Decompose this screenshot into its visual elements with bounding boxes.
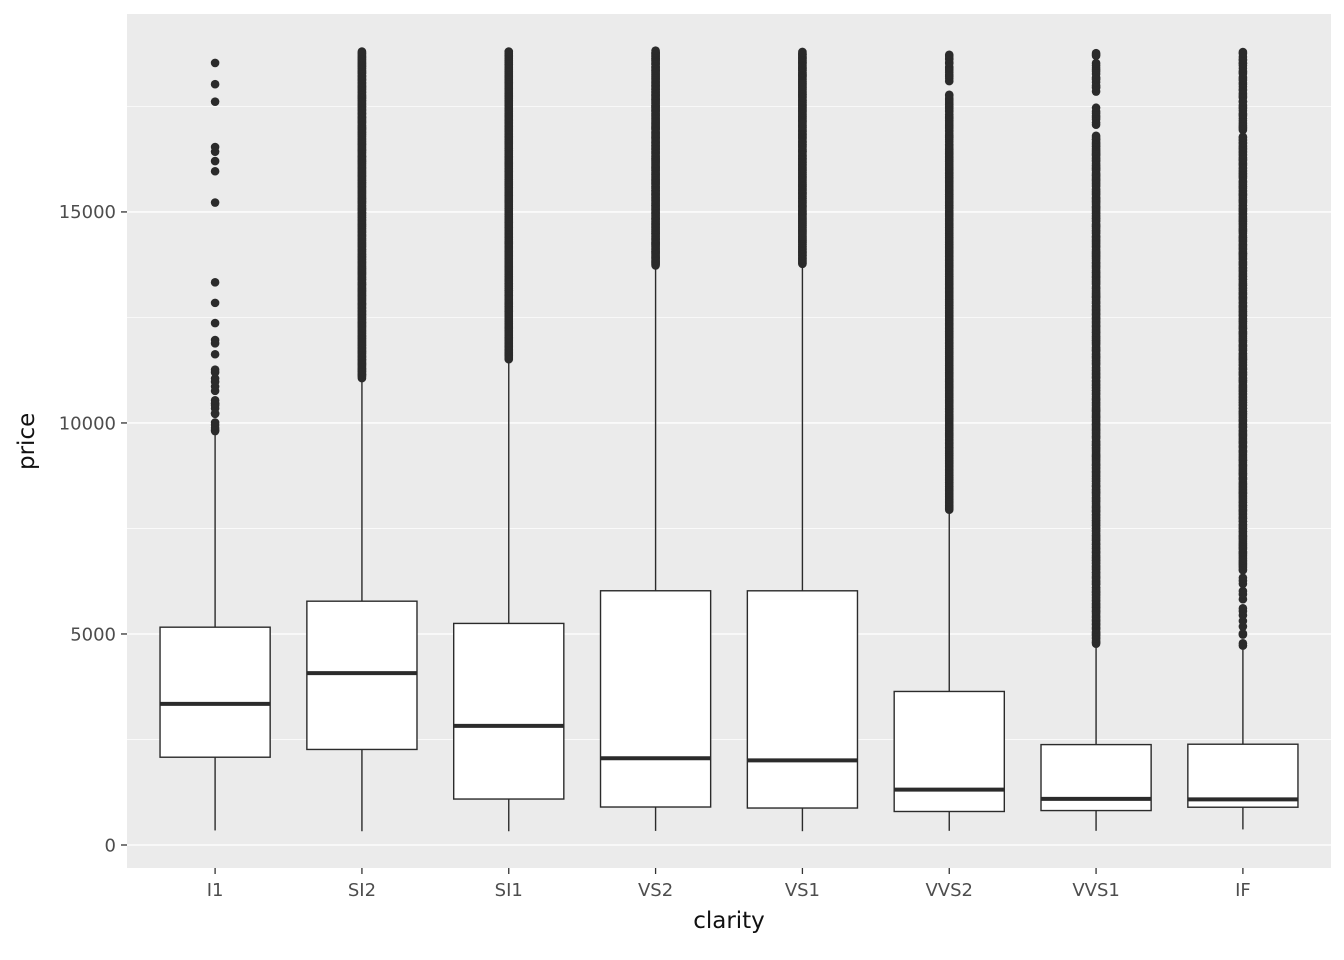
outlier-dot — [210, 278, 220, 287]
outlier-dot — [798, 47, 807, 57]
y-tick-label: 5000 — [70, 624, 116, 645]
outlier-dot — [1238, 47, 1248, 57]
x-tick-label: IF — [1235, 880, 1251, 901]
x-axis-title: clarity — [693, 908, 765, 934]
outlier-dot — [210, 335, 220, 345]
outlier-dot — [210, 97, 220, 106]
x-tick-label: VS2 — [638, 880, 673, 901]
outlier-dot — [210, 166, 220, 176]
y-tick-label: 0 — [105, 835, 116, 856]
outlier-dot — [210, 395, 220, 405]
outlier-dot — [1091, 58, 1101, 68]
box-VS2 — [599, 590, 712, 808]
outlier-dot — [210, 198, 220, 207]
outlier-dot — [1238, 629, 1248, 638]
outlier-dot — [210, 374, 220, 383]
outlier-dot — [210, 298, 220, 308]
outlier-dot — [210, 58, 220, 68]
outlier-dot — [1238, 573, 1248, 583]
outlier-dot — [504, 47, 514, 56]
outlier-dot — [1238, 603, 1248, 613]
x-tick-label: VVS2 — [925, 880, 973, 901]
box-IF — [1187, 743, 1299, 808]
outlier-dot — [210, 349, 220, 359]
y-tick-label: 10000 — [59, 413, 116, 434]
x-tick-label: SI1 — [495, 880, 523, 901]
box-SI1 — [452, 622, 565, 800]
outlier-dot — [1091, 103, 1101, 113]
box-I1 — [159, 626, 271, 758]
outlier-dot — [210, 318, 220, 328]
outlier-dot — [651, 46, 660, 56]
outlier-dot — [210, 79, 220, 89]
outlier-dot — [1238, 586, 1248, 596]
box-VVS2 — [893, 690, 1006, 813]
outlier-dot — [210, 365, 220, 374]
x-tick-label: VS1 — [785, 880, 820, 901]
x-tick-label: I1 — [207, 880, 224, 901]
outlier-dot — [1238, 132, 1248, 142]
outlier-dot — [210, 418, 220, 427]
outlier-dot — [357, 47, 367, 56]
outlier-dot — [1091, 48, 1101, 58]
outlier-dot — [1238, 639, 1248, 648]
box-SI2 — [306, 600, 418, 751]
x-tick-label: VVS1 — [1072, 880, 1120, 901]
box-VS1 — [746, 590, 859, 809]
outlier-dot — [944, 90, 954, 100]
outlier-dot — [210, 142, 220, 152]
outlier-dot — [944, 50, 954, 60]
y-tick-label: 15000 — [59, 202, 116, 223]
y-axis-title: price — [14, 412, 40, 470]
outlier-dot — [1091, 131, 1101, 141]
x-tick-label: SI2 — [348, 880, 376, 901]
outlier-dot — [210, 156, 220, 166]
